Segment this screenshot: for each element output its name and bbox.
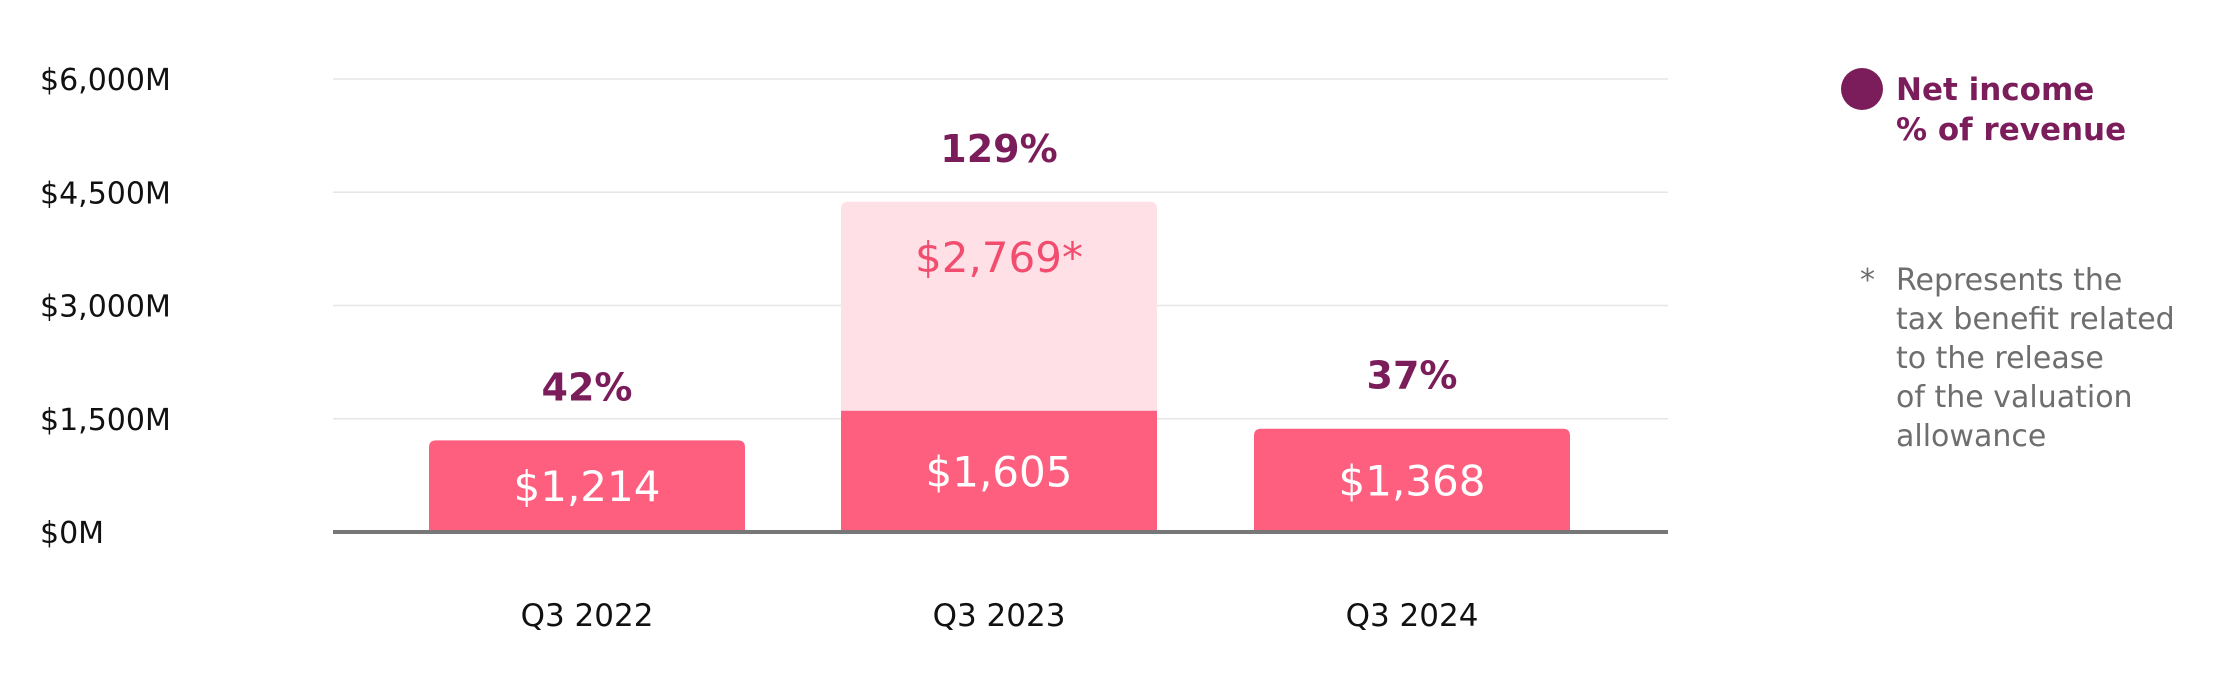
footnote-line: tax benefit related [1896,302,2175,337]
bar-label-net-income: $1,214 [514,462,661,511]
footnote-line: to the release [1896,341,2104,376]
percent-of-revenue-label: 129% [940,127,1057,171]
x-tick-label: Q3 2022 [521,598,654,634]
bars: $1,214 42% $2,769* $1,605 129% $1,368 37% [429,127,1570,532]
bar-tax-benefit [841,201,1157,412]
y-tick-label: $4,500M [40,176,171,211]
footnote-marker: * [1860,263,1875,298]
bar-net-income [1254,428,1570,532]
legend-label-percent-revenue: % of revenue [1896,112,2126,148]
percent-of-revenue-label: 42% [542,365,633,409]
bar-net-income [841,410,1157,532]
bar-net-income [429,440,745,532]
y-tick-label: $1,500M [40,403,171,438]
y-tick-label: $6,000M [40,63,171,98]
footnote: * Represents the tax benefit related to … [1860,263,2175,454]
y-tick-label: $0M [40,516,104,551]
legend: Net income % of revenue [1841,68,2126,148]
x-tick-label: Q3 2024 [1346,598,1479,634]
x-axis-ticks: Q3 2022 Q3 2023 Q3 2024 [521,598,1479,634]
legend-label-net-income: Net income [1896,72,2094,108]
x-tick-label: Q3 2023 [933,598,1066,634]
footnote-line: allowance [1896,419,2046,454]
percent-of-revenue-label: 37% [1367,354,1458,398]
bar-label-net-income: $1,368 [1339,456,1486,505]
bar-label-net-income: $1,605 [926,447,1073,496]
bar-label-tax-benefit: $2,769* [915,233,1083,282]
legend-marker-net-income [1841,68,1883,110]
footnote-line: of the valuation [1896,380,2133,415]
y-axis-ticks: $0M $1,500M $3,000M $4,500M $6,000M [40,63,171,551]
y-tick-label: $3,000M [40,290,171,325]
footnote-line: Represents the [1896,263,2122,298]
